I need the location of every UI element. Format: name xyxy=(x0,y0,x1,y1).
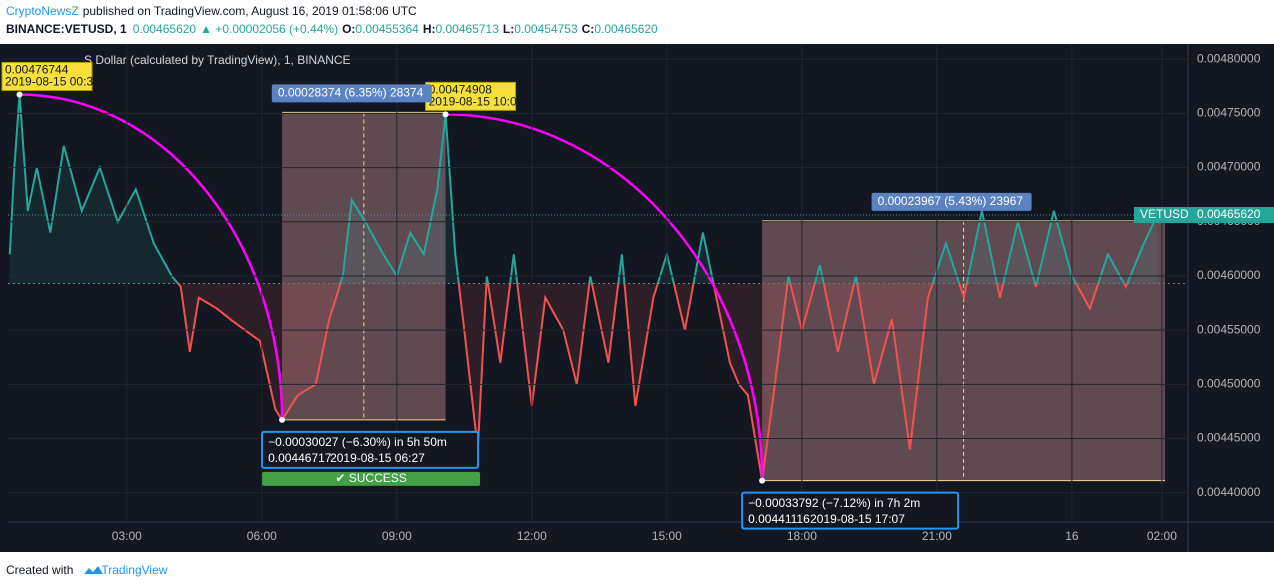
range-bottom-time: 2019-08-15 06:27 xyxy=(330,451,425,465)
y-tick-label: 0.00440000 xyxy=(1197,485,1261,499)
price-point xyxy=(16,91,23,98)
range-top-box xyxy=(271,84,432,103)
x-tick-label: 02:00 xyxy=(1147,529,1177,543)
y-tick-label: 0.00445000 xyxy=(1197,431,1261,445)
ohlc-value: 0.00455364 xyxy=(355,22,419,36)
x-tick-label: 09:00 xyxy=(382,529,412,543)
x-tick-label: 15:00 xyxy=(652,529,682,543)
price-label-value: 0.00474908 xyxy=(429,83,493,97)
x-tick-label: 21:00 xyxy=(922,529,952,543)
header-line: CryptoNewsZ published on TradingView.com,… xyxy=(6,4,417,18)
y-tick-label: 0.00455000 xyxy=(1197,322,1261,336)
range-low-point xyxy=(759,477,766,484)
x-tick-label: 12:00 xyxy=(517,529,547,543)
change: ▲ +0.00002056 (+0.44%) xyxy=(200,22,338,36)
footer: Created with TradingView xyxy=(6,563,168,577)
range-low-point xyxy=(279,416,286,423)
symbol-line: BINANCE:VETUSD, 1 0.00465620 ▲ +0.00002056… xyxy=(6,22,658,36)
y-tick-label: 0.00470000 xyxy=(1197,160,1261,174)
range-top-box xyxy=(871,192,1032,211)
y-tick-label: 0.00480000 xyxy=(1197,51,1261,65)
trend-arc xyxy=(19,93,284,420)
range-top-label: 0.00028374 (6.35%) 28374 xyxy=(278,86,424,100)
y-tick-label: 0.00475000 xyxy=(1197,106,1261,120)
last-price-symbol: VETUSD xyxy=(1140,207,1189,221)
y-tick-label: 0.00460000 xyxy=(1197,268,1261,282)
price-label-value: 0.00476744 xyxy=(5,63,69,77)
ohlc-key: O: xyxy=(342,22,355,36)
range-bottom-price: 0.00441116 xyxy=(748,512,810,526)
range-bottom-box xyxy=(261,430,480,469)
brand-logo xyxy=(84,566,103,574)
status-label: ✔ SUCCESS xyxy=(335,471,406,485)
author-link[interactable]: CryptoNewsZ xyxy=(6,4,79,18)
published-text: published on TradingView.com, August 16,… xyxy=(83,4,417,18)
range-top-label: 0.00023967 (5.43%) 23967 xyxy=(878,194,1024,208)
created-text: Created with xyxy=(6,563,73,577)
ohlc-value: 0.00465713 xyxy=(436,22,500,36)
brand-link[interactable]: TradingView xyxy=(101,563,167,577)
price-label-box xyxy=(425,81,517,111)
last-price-label: 0.00465620 xyxy=(1197,207,1261,221)
status-box xyxy=(262,471,481,486)
x-tick-label: 03:00 xyxy=(112,529,142,543)
range-bottom-label: −0.00030027 (−6.30%) in 5h 50m xyxy=(268,435,447,449)
ohlc-value: 0.00454753 xyxy=(514,22,578,36)
price-point xyxy=(442,111,449,118)
price-label-time: 2019-08-15 00:37 xyxy=(5,75,100,89)
ohlc-key: H: xyxy=(423,22,436,36)
symbol: BINANCE:VETUSD, 1 xyxy=(6,22,127,36)
x-tick-label: 06:00 xyxy=(247,529,277,543)
price-label-box xyxy=(1,61,93,91)
ohlc-value: 0.00465620 xyxy=(594,22,658,36)
legend: S Dollar (calculated by TradingView), 1,… xyxy=(84,53,351,67)
price-label-time: 2019-08-15 10:05 xyxy=(429,95,524,109)
y-tick-label: 0.00450000 xyxy=(1197,377,1261,391)
last-price-tag xyxy=(1134,207,1274,224)
x-tick-label: 16 xyxy=(1065,529,1079,543)
ohlc-key: L: xyxy=(503,22,514,36)
ohlc-key: C: xyxy=(582,22,595,36)
range-bottom-time: 2019-08-15 17:07 xyxy=(810,512,905,526)
range-bottom-box xyxy=(741,491,960,530)
range-bottom-label: −0.00033792 (−7.12%) in 7h 2m xyxy=(748,496,920,510)
x-tick-label: 18:00 xyxy=(787,529,817,543)
last-price: 0.00465620 xyxy=(133,22,197,36)
range-bottom-price: 0.00446717 xyxy=(268,451,332,465)
